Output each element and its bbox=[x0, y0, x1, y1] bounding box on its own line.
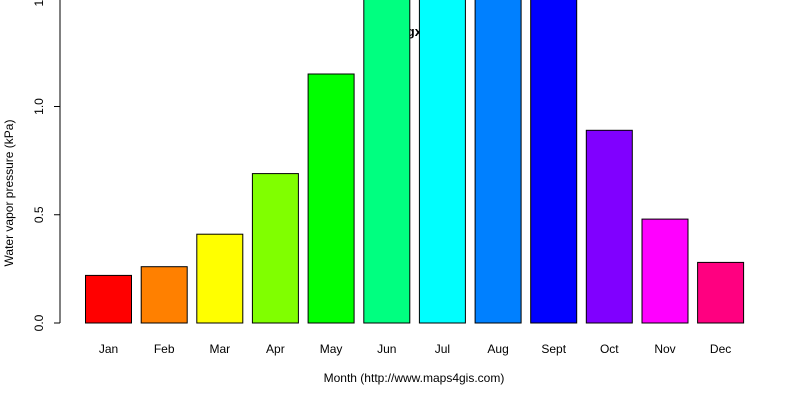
y-tick-label: 0.5 bbox=[32, 206, 46, 223]
y-tick-label: 1.0 bbox=[32, 98, 46, 115]
x-tick-label: Aug bbox=[487, 342, 508, 356]
bar-nov bbox=[641, 218, 689, 324]
bar-mar bbox=[196, 233, 244, 324]
x-tick-label: Jan bbox=[99, 342, 118, 356]
x-tick-label: Jul bbox=[435, 342, 450, 356]
x-tick-labels: Jan Feb Mar Apr May Jun Jul Aug Sept Oct Nov Dec bbox=[99, 342, 731, 356]
bar-sept bbox=[530, 0, 578, 324]
x-tick-label: Oct bbox=[600, 342, 619, 356]
y-axis: 0.00.51.01.52.0 bbox=[32, 0, 61, 331]
bar-oct bbox=[585, 129, 633, 324]
bar-aug bbox=[474, 0, 522, 324]
x-tick-label: Feb bbox=[154, 342, 175, 356]
x-axis-label: Month (http://www.maps4gis.com) bbox=[324, 371, 505, 385]
x-tick-label: Sept bbox=[541, 342, 566, 356]
bar-jun bbox=[363, 0, 411, 324]
x-tick-label: Dec bbox=[710, 342, 731, 356]
bar-may bbox=[307, 73, 355, 324]
bars-group bbox=[85, 0, 745, 324]
y-tick-label: 1.5 bbox=[32, 0, 46, 7]
x-tick-label: Jun bbox=[377, 342, 396, 356]
bar-feb bbox=[140, 266, 188, 324]
x-tick-label: Nov bbox=[654, 342, 675, 356]
x-tick-label: Mar bbox=[209, 342, 230, 356]
bar-apr bbox=[251, 173, 299, 324]
x-tick-label: Apr bbox=[266, 342, 285, 356]
bar-dec bbox=[697, 261, 745, 324]
x-tick-label: May bbox=[320, 342, 343, 356]
bar-jul bbox=[418, 0, 466, 324]
bar-jan bbox=[85, 274, 132, 324]
y-axis-label: Water vapor pressure (kPa) bbox=[2, 120, 16, 267]
y-tick-label: 0.0 bbox=[32, 314, 46, 331]
